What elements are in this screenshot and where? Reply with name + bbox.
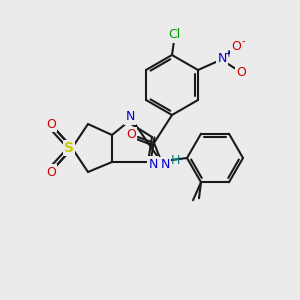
Text: O: O bbox=[46, 166, 56, 178]
Text: +: + bbox=[224, 49, 232, 59]
Text: S: S bbox=[64, 141, 74, 155]
Text: O: O bbox=[126, 128, 136, 142]
Text: N: N bbox=[217, 52, 227, 65]
Text: N: N bbox=[125, 110, 135, 124]
Text: -: - bbox=[241, 36, 245, 46]
Text: O: O bbox=[236, 65, 246, 79]
Text: O: O bbox=[46, 118, 56, 130]
Text: Cl: Cl bbox=[168, 28, 180, 41]
Text: H: H bbox=[170, 154, 180, 166]
Text: O: O bbox=[231, 40, 241, 53]
Text: N: N bbox=[160, 158, 170, 172]
Text: N: N bbox=[148, 158, 158, 170]
